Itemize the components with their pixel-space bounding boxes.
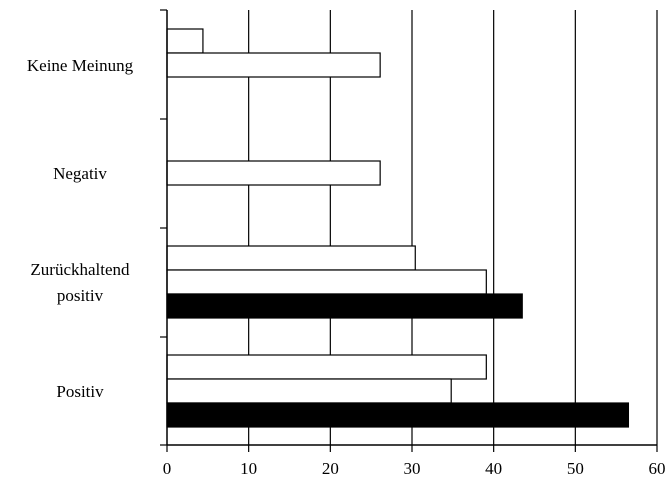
x-tick-label: 50 — [567, 459, 584, 478]
bar-hollow — [166, 52, 381, 78]
category-label: Keine Meinung — [27, 56, 134, 75]
bar-hollow — [166, 160, 381, 186]
bar-filled — [166, 293, 523, 319]
x-tick-label: 10 — [240, 459, 257, 478]
bar-hollow — [166, 378, 452, 404]
x-tick-label: 20 — [322, 459, 339, 478]
bar-hollow — [166, 354, 487, 380]
bar-hollow — [166, 245, 416, 271]
x-tick-label: 40 — [485, 459, 502, 478]
category-label: positiv — [57, 286, 104, 305]
x-tick-label: 30 — [404, 459, 421, 478]
bar-filled — [166, 402, 630, 428]
bar-hollow — [166, 269, 487, 295]
labels: 0 10 20 30 40 50 60 Keine Meinung Negativ Zurückh… — [27, 56, 666, 478]
x-tick-label: 60 — [649, 459, 666, 478]
category-label: Zurückhaltend — [30, 260, 130, 279]
bars — [166, 28, 630, 428]
x-tick-label: 0 — [163, 459, 172, 478]
axes — [160, 9, 658, 452]
category-label: Positiv — [56, 382, 104, 401]
bar-hollow — [166, 28, 204, 54]
category-label: Negativ — [53, 164, 107, 183]
